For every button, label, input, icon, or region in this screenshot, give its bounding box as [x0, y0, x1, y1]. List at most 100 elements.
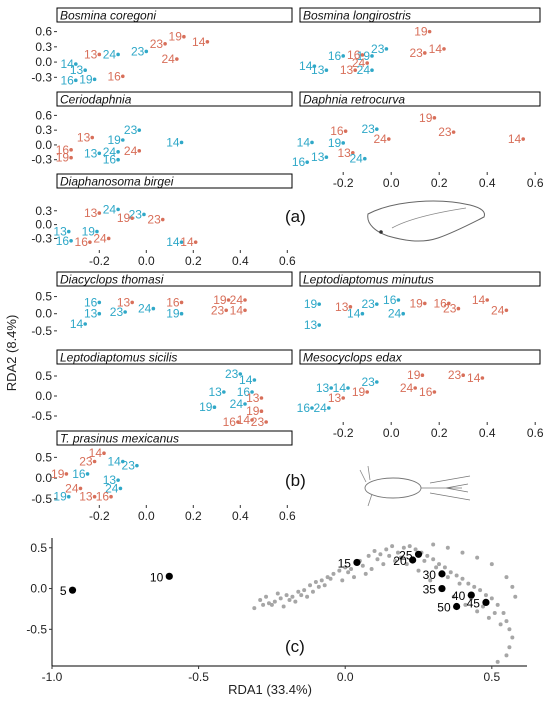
- data-point: [305, 160, 310, 164]
- point-label: 19: [199, 400, 213, 414]
- point-label: 24: [161, 52, 175, 66]
- data-point: [365, 61, 370, 65]
- copepod-silhouette: [359, 465, 471, 507]
- x-tick-label: 0.6: [279, 509, 296, 523]
- data-point: [504, 308, 509, 313]
- point-label: 16: [347, 48, 361, 62]
- x-tick-label: -0.5: [188, 670, 209, 684]
- background-point: [498, 622, 503, 627]
- point-label: 14: [230, 303, 244, 317]
- data-point: [327, 406, 331, 410]
- point-label: 23: [225, 367, 239, 381]
- facet-strip: [56, 430, 293, 446]
- background-point: [442, 565, 447, 570]
- background-point: [395, 550, 400, 555]
- x-tick-label: 0.4: [479, 176, 496, 190]
- background-point: [261, 602, 266, 607]
- point-label: 16: [383, 293, 397, 307]
- point-label: 16: [60, 73, 74, 87]
- point-label: 14: [239, 373, 253, 387]
- data-point: [109, 494, 113, 499]
- data-point: [212, 405, 217, 410]
- background-point: [428, 578, 433, 583]
- point-label: 40: [452, 589, 466, 603]
- data-point: [236, 420, 240, 424]
- y-tick-label: 0.5: [35, 290, 52, 304]
- data-point: [341, 141, 346, 145]
- point-label: 24: [349, 152, 363, 166]
- data-point: [116, 157, 120, 162]
- data-point: [90, 135, 95, 140]
- y-tick-label: 0.0: [30, 582, 47, 596]
- facet-title: Bosmina coregoni: [60, 9, 156, 23]
- background-point: [475, 555, 480, 560]
- point-label: 24: [65, 481, 79, 495]
- data-point: [387, 137, 391, 141]
- y-tick-label: -0.5: [31, 409, 52, 423]
- point-label: 13: [70, 63, 84, 77]
- data-point: [137, 149, 142, 153]
- point-label: 19: [328, 136, 342, 150]
- data-point: [135, 463, 139, 468]
- point-label: 24: [388, 307, 402, 321]
- data-point: [106, 236, 111, 241]
- background-point: [489, 562, 494, 567]
- data-point: [85, 472, 90, 476]
- data-point: [375, 380, 379, 384]
- data-point: [182, 34, 186, 39]
- point-label: 14: [60, 57, 74, 71]
- background-point: [316, 584, 321, 589]
- facet-strip: [56, 7, 293, 23]
- data-point: [160, 217, 165, 222]
- point-label: 23: [443, 302, 457, 316]
- x-tick-label: 0.4: [479, 426, 496, 440]
- point-label: 16: [330, 124, 344, 138]
- facet-strip: [56, 349, 293, 365]
- facet-strip: [299, 349, 541, 365]
- facet-title: Ceriodaphnia: [60, 93, 132, 107]
- point-label: 14: [297, 135, 311, 149]
- data-point: [485, 298, 490, 302]
- y-tick-label: 0.5: [30, 541, 47, 555]
- panel-b-label: (b): [285, 471, 306, 490]
- point-label: 13: [246, 391, 260, 405]
- point-label: 24: [373, 132, 387, 146]
- background-point: [387, 553, 392, 558]
- data-point: [130, 300, 134, 305]
- point-label: 13: [84, 307, 98, 321]
- facet-title: Daphnia retrocurva: [303, 93, 405, 107]
- point-label: 24: [313, 401, 327, 415]
- facet-title: Leptodiaptomus sicilis: [60, 351, 177, 365]
- y-tick-label: 0.3: [35, 40, 52, 54]
- panel-4: Daphnia retrocurva -0.2 0.0 0.2 0.4 0.6 19 23 16…: [292, 91, 544, 190]
- data-point: [396, 298, 401, 302]
- background-point: [495, 602, 500, 607]
- x-tick-label: 0.0: [138, 509, 155, 523]
- point-label: 16: [237, 385, 251, 399]
- point-label: 14: [347, 307, 361, 321]
- background-point: [308, 583, 313, 588]
- background-point: [266, 601, 271, 606]
- data-point: [238, 372, 243, 376]
- background-point: [401, 545, 406, 550]
- point-label: 16: [103, 153, 117, 167]
- background-point: [416, 568, 421, 573]
- point-label: 16: [56, 143, 70, 157]
- point-label: 19: [107, 133, 121, 147]
- data-point: [438, 570, 446, 578]
- background-point: [378, 552, 383, 557]
- data-point: [461, 373, 466, 378]
- point-label: 19: [352, 385, 366, 399]
- background-point: [331, 571, 336, 576]
- point-label: 19: [213, 293, 227, 307]
- data-point: [97, 211, 102, 215]
- point-label: 13: [340, 63, 354, 77]
- data-point: [116, 478, 120, 482]
- point-label: 16: [72, 467, 86, 481]
- background-point: [346, 570, 351, 575]
- point-label: 14: [166, 235, 180, 249]
- background-point: [422, 558, 427, 563]
